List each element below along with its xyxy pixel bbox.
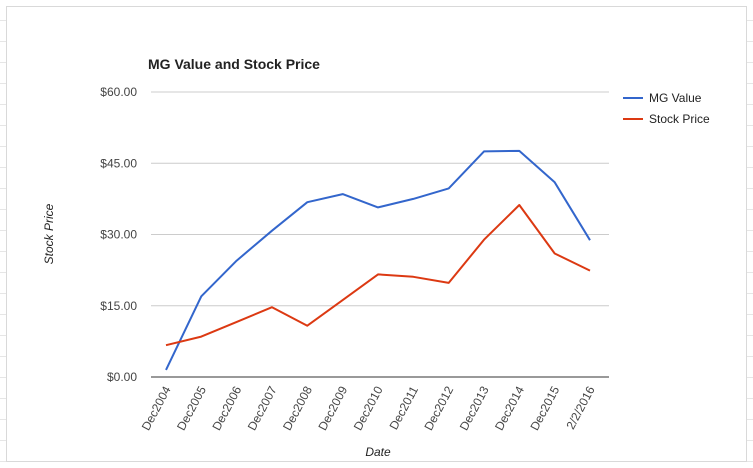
x-tick-label: 2/2/2016	[563, 384, 597, 432]
y-axis-ticks: $0.00 $15.00 $30.00 $45.00 $60.00	[100, 85, 137, 384]
x-tick-label: Dec2007	[245, 384, 280, 433]
y-tick-label: $0.00	[107, 370, 137, 384]
x-tick-label: Dec2005	[174, 384, 209, 433]
y-tick-label: $60.00	[100, 85, 137, 99]
x-tick-label: Dec2009	[315, 384, 350, 433]
x-tick-label: Dec2013	[457, 384, 492, 433]
x-tick-label: Dec2011	[386, 384, 421, 432]
x-axis-title: Date	[365, 445, 391, 459]
y-axis-title: Stock Price	[42, 203, 56, 264]
series-line	[165, 149, 591, 371]
gridlines	[151, 91, 609, 307]
y-tick-label: $45.00	[100, 156, 137, 170]
y-tick-label: $15.00	[100, 299, 137, 313]
x-axis-ticks: Dec2004 Dec2005 Dec2006 Dec2007 Dec2008 Dec20…	[139, 384, 598, 433]
x-tick-label: Dec2008	[280, 384, 315, 433]
x-tick-label: Dec2015	[527, 384, 562, 433]
series-lines	[165, 149, 591, 371]
x-tick-label: Dec2014	[492, 384, 527, 433]
x-tick-label: Dec2004	[139, 384, 174, 433]
chart-card[interactable]: MG Value and Stock Price $0.00 $15.00 $30.…	[6, 6, 747, 462]
legend-label: Stock Price	[649, 112, 710, 126]
x-tick-label: Dec2012	[421, 384, 456, 433]
y-tick-label: $30.00	[100, 228, 137, 242]
x-tick-label: Dec2006	[209, 384, 244, 433]
chart-title: MG Value and Stock Price	[148, 56, 320, 72]
series-line	[165, 204, 591, 347]
legend-label: MG Value	[649, 91, 702, 105]
x-tick-label: Dec2010	[351, 384, 386, 433]
line-chart: MG Value and Stock Price $0.00 $15.00 $30.…	[42, 56, 710, 459]
legend[interactable]: MG Value Stock Price	[623, 91, 710, 126]
